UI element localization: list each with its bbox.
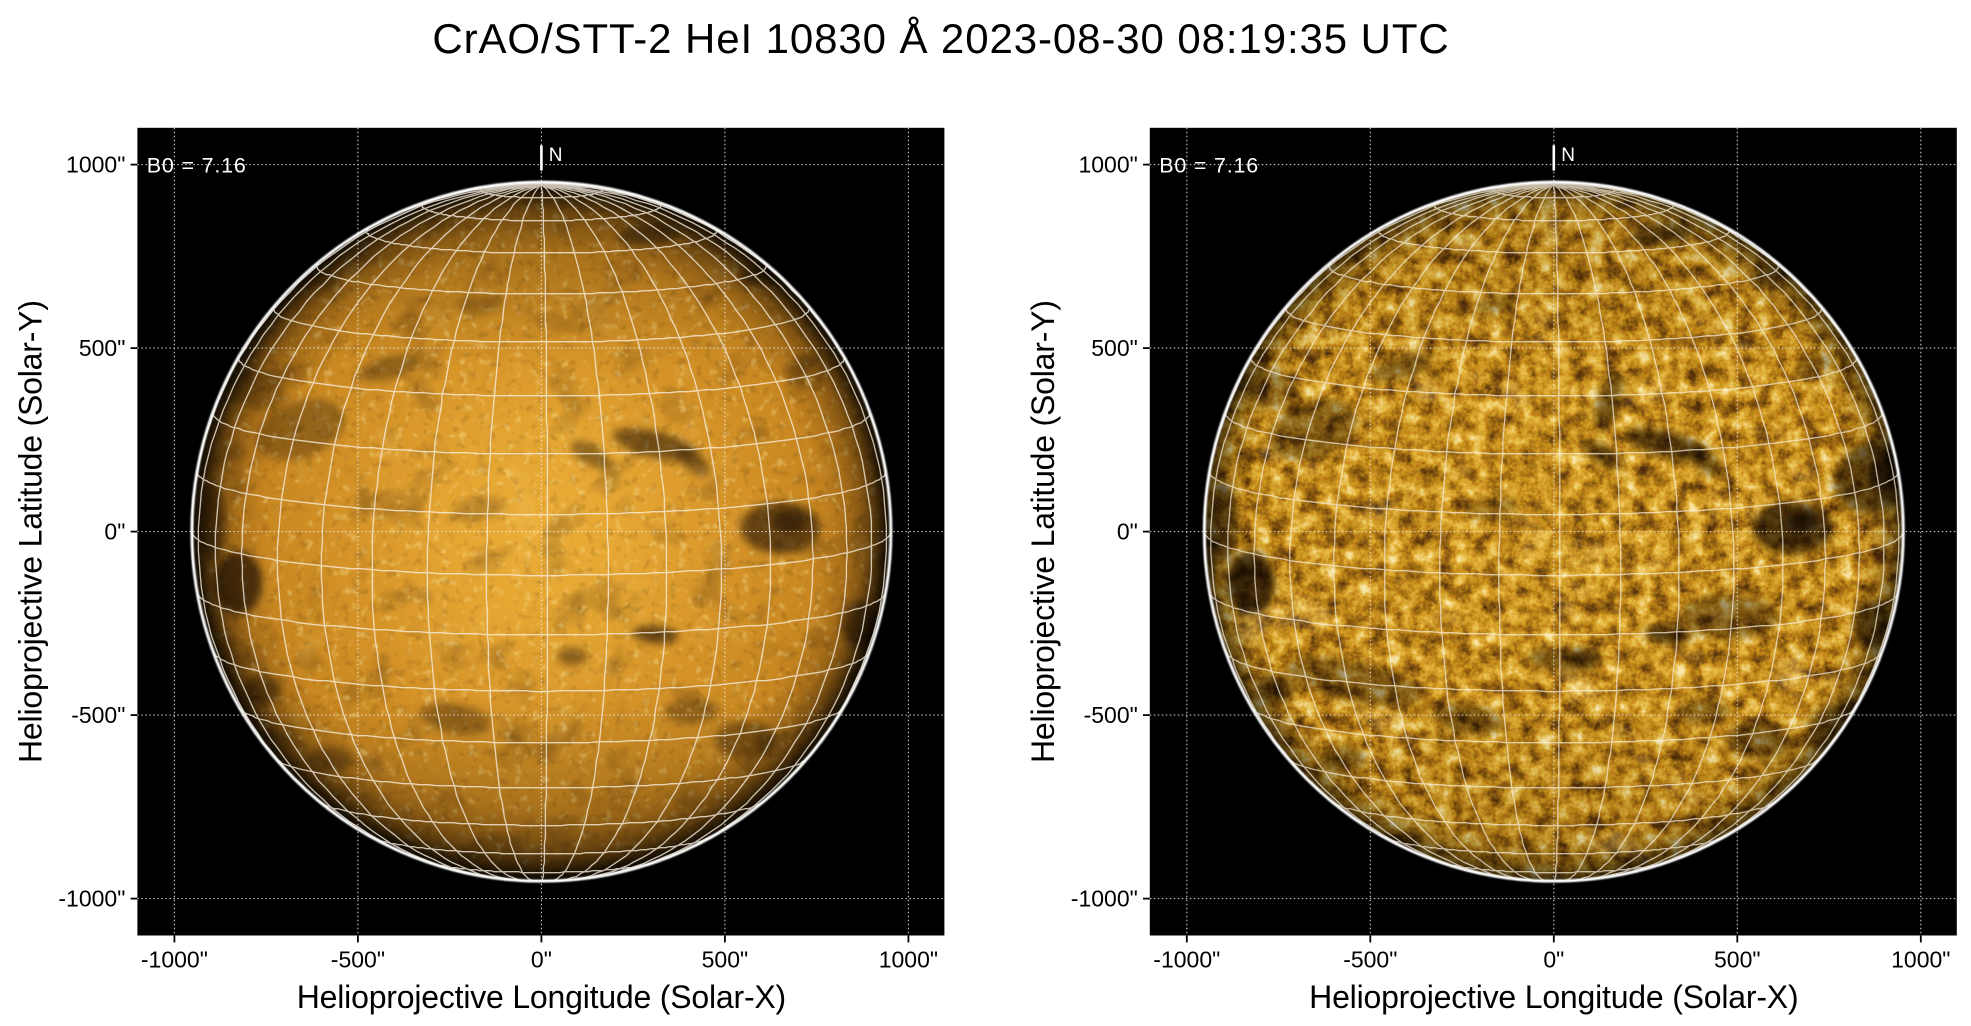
svg-text:Helioprojective Latitude (Sola: Helioprojective Latitude (Solar-Y) (13, 300, 49, 763)
svg-text:-500": -500" (1084, 702, 1138, 728)
svg-text:-1000": -1000" (1071, 886, 1138, 912)
svg-text:1000": 1000" (879, 947, 938, 973)
svg-text:N: N (1561, 145, 1575, 166)
svg-text:B0 = 7.16: B0 = 7.16 (1159, 153, 1259, 177)
svg-text:Helioprojective Longitude (Sol: Helioprojective Longitude (Solar-X) (297, 979, 786, 1015)
svg-text:0": 0" (104, 519, 125, 545)
svg-text:-1000": -1000" (1153, 947, 1220, 973)
svg-text:1000": 1000" (1891, 947, 1950, 973)
svg-text:N: N (549, 145, 563, 166)
svg-text:500": 500" (702, 947, 749, 973)
svg-text:-500": -500" (331, 947, 385, 973)
svg-text:0": 0" (1543, 947, 1564, 973)
svg-text:500": 500" (1091, 335, 1138, 361)
svg-text:-1000": -1000" (58, 886, 125, 912)
svg-text:Helioprojective Longitude (Sol: Helioprojective Longitude (Solar-X) (1309, 979, 1798, 1015)
svg-text:1000": 1000" (1078, 152, 1137, 178)
svg-text:B0 = 7.16: B0 = 7.16 (147, 153, 247, 177)
svg-text:500": 500" (1714, 947, 1761, 973)
svg-text:-1000": -1000" (141, 947, 208, 973)
svg-text:-500": -500" (71, 702, 125, 728)
svg-text:CrAO/STT-2 HeI 10830 Å 2023-08: CrAO/STT-2 HeI 10830 Å 2023-08-30 08:19:… (432, 15, 1449, 62)
svg-text:0": 0" (1117, 519, 1138, 545)
svg-text:Helioprojective Latitude (Sola: Helioprojective Latitude (Solar-Y) (1025, 300, 1061, 763)
svg-text:0": 0" (531, 947, 552, 973)
svg-text:500": 500" (79, 335, 126, 361)
svg-text:1000": 1000" (66, 152, 125, 178)
svg-text:-500": -500" (1343, 947, 1397, 973)
